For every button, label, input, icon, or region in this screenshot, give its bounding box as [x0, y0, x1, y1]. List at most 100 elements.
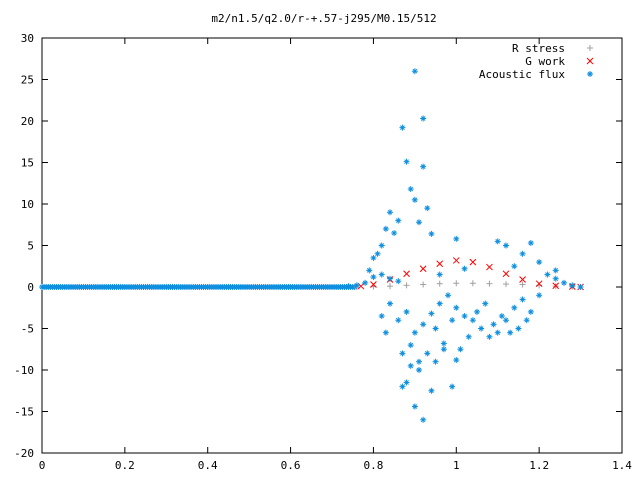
acoustic-flux-point	[416, 219, 422, 226]
acoustic-flux-point	[416, 367, 422, 373]
acoustic-flux-point	[536, 292, 543, 299]
r-stress-point	[453, 280, 460, 287]
acoustic-flux-point	[395, 278, 402, 285]
acoustic-flux-baseline	[39, 284, 358, 290]
acoustic-flux-point	[407, 362, 414, 369]
y-tick-label: 25	[21, 74, 34, 87]
acoustic-flux-point	[498, 313, 505, 320]
g-work-point	[357, 282, 365, 290]
acoustic-flux-point	[440, 346, 447, 353]
y-tick-label: -10	[14, 364, 34, 377]
acoustic-flux-point	[420, 416, 427, 423]
y-tick-label: -5	[21, 323, 34, 336]
x-tick-label: 1	[453, 459, 460, 472]
series-acoustic-flux	[345, 68, 584, 423]
acoustic-flux-point	[519, 296, 526, 303]
legend-label-acoustic-flux: Acoustic flux	[479, 68, 565, 81]
axis-ticks: 0 0.2 0.4 0.6 0.8 1 1.2 1.4 -20 -15 -10 -5 0 5 10 15 20 2…	[14, 32, 632, 472]
acoustic-flux-point	[552, 267, 559, 274]
acoustic-flux-point	[391, 230, 398, 237]
acoustic-flux-point	[465, 333, 472, 340]
acoustic-flux-point	[577, 284, 584, 290]
acoustic-flux-point	[399, 350, 406, 357]
x-tick-label: 0.2	[115, 459, 135, 472]
acoustic-flux-point	[387, 300, 393, 307]
acoustic-flux-point	[378, 271, 385, 278]
acoustic-flux-point	[569, 282, 576, 289]
acoustic-flux-point	[494, 238, 501, 245]
legend-label-g-work: G work	[525, 55, 565, 68]
r-stress-point	[387, 283, 393, 290]
acoustic-flux-point	[503, 317, 509, 324]
y-tick-label: 30	[21, 32, 34, 45]
acoustic-flux-point	[370, 254, 377, 261]
acoustic-flux-point	[428, 310, 435, 317]
acoustic-flux-point	[507, 329, 514, 336]
g-work-point	[403, 270, 410, 278]
y-tick-label: 0	[27, 281, 34, 294]
g-work-point	[552, 282, 560, 290]
series-g-work	[357, 257, 584, 291]
acoustic-flux-point	[407, 342, 414, 349]
acoustic-flux-point	[378, 313, 385, 320]
acoustic-flux-point	[416, 358, 422, 365]
acoustic-flux-point	[453, 357, 460, 364]
r-stress-point	[519, 281, 526, 288]
acoustic-flux-point	[374, 250, 381, 257]
plot-frame	[41, 37, 623, 454]
acoustic-flux-point	[411, 68, 418, 75]
x-tick-label: 0.6	[281, 459, 301, 472]
chart-title: m2/n1.5/q2.0/r-+.57-j295/M0.15/512	[211, 12, 436, 25]
acoustic-flux-point	[527, 308, 534, 315]
acoustic-flux-point	[511, 263, 518, 270]
acoustic-flux-point	[482, 300, 489, 307]
series-layer	[39, 68, 584, 423]
g-work-point	[519, 276, 526, 283]
g-work-point	[502, 270, 510, 278]
acoustic-flux-point	[486, 333, 493, 340]
acoustic-flux-point	[395, 317, 402, 324]
y-tick-label: 20	[21, 115, 34, 128]
legend-label-r-stress: R stress	[512, 42, 565, 55]
acoustic-flux-point	[366, 267, 373, 274]
legend-marker-r-stress	[587, 45, 593, 51]
acoustic-flux-point	[382, 225, 389, 232]
g-work-point	[419, 265, 427, 273]
acoustic-flux-point	[345, 283, 352, 290]
acoustic-flux-point	[353, 282, 360, 289]
acoustic-flux-point	[399, 383, 406, 390]
acoustic-flux-point	[519, 250, 526, 257]
legend-marker-acoustic-flux	[587, 71, 593, 77]
legend-marker-g-work	[586, 57, 594, 65]
acoustic-flux-point	[424, 350, 431, 357]
acoustic-flux-point	[387, 275, 393, 282]
acoustic-flux-point	[474, 308, 480, 315]
acoustic-flux-point	[378, 242, 385, 249]
x-tick-label: 1.2	[529, 459, 549, 472]
x-tick-label: 0.8	[363, 459, 383, 472]
y-tick-label: -20	[14, 447, 34, 460]
g-work-point	[469, 258, 477, 266]
acoustic-flux-point	[403, 379, 410, 386]
acoustic-flux-point	[407, 186, 414, 193]
acoustic-flux-point	[411, 196, 418, 203]
acoustic-flux-point	[403, 158, 410, 165]
acoustic-flux-point	[511, 304, 518, 311]
acoustic-flux-point	[449, 383, 456, 390]
acoustic-flux-point	[536, 259, 543, 266]
acoustic-flux-point	[445, 292, 451, 299]
acoustic-flux-point	[362, 279, 369, 286]
acoustic-flux-point	[428, 230, 435, 237]
x-tick-label: 1.4	[612, 459, 632, 472]
acoustic-flux-point	[544, 271, 551, 278]
acoustic-flux-point	[395, 217, 402, 224]
y-tick-label: 10	[21, 198, 34, 211]
acoustic-flux-point	[420, 321, 427, 328]
acoustic-flux-point	[387, 209, 393, 216]
acoustic-flux-point	[449, 317, 456, 324]
acoustic-flux-point	[461, 265, 468, 272]
acoustic-flux-point	[453, 235, 460, 242]
acoustic-flux-point	[469, 317, 476, 324]
